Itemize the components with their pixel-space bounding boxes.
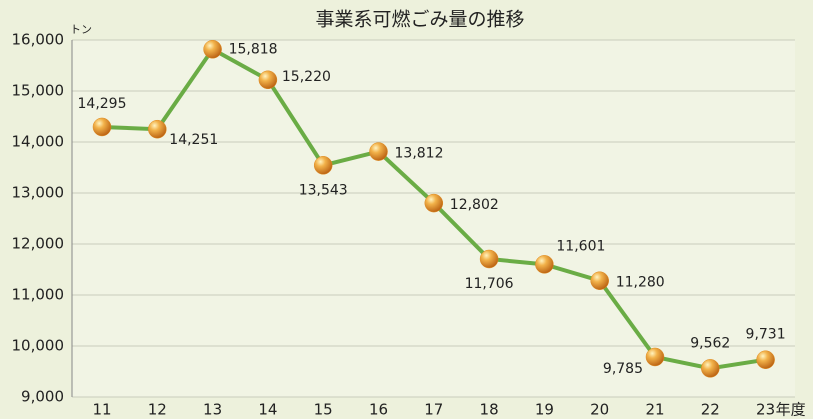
marker [148,120,166,138]
marker [646,348,664,366]
marker [535,255,553,273]
x-tick-label: 18 [480,401,499,419]
y-tick-label: 10,000 [12,337,65,355]
x-tick-label: 21 [645,401,664,419]
y-tick-label: 11,000 [12,286,65,304]
marker [93,118,111,136]
y-tick-label: 16,000 [12,31,65,49]
marker [425,194,443,212]
value-label: 15,220 [282,69,331,85]
x-tick-label: 11 [92,401,111,419]
y-tick-label: 15,000 [12,82,65,100]
marker [591,272,609,290]
y-unit: トン [70,23,92,36]
y-tick-label: 12,000 [12,235,65,253]
value-label: 14,295 [78,96,127,112]
x-tick-label: 16 [369,401,388,419]
marker [370,143,388,161]
marker [314,156,332,174]
x-tick-label: 22 [701,401,720,419]
value-label: 13,543 [299,182,348,198]
value-label: 11,280 [616,275,665,291]
marker [259,71,277,89]
value-label: 15,818 [229,41,278,57]
x-tick-label: 14 [258,401,277,419]
marker [480,250,498,268]
x-tick-label: 17 [424,401,443,419]
value-label: 9,562 [690,335,730,351]
x-tick-label: 12 [148,401,167,419]
value-label: 9,731 [746,327,786,343]
marker [701,359,719,377]
x-unit: 年度 [776,401,806,419]
x-tick-label: 20 [590,401,609,419]
value-label: 11,706 [465,276,514,292]
y-tick-label: 9,000 [21,388,64,406]
marker [757,351,775,369]
x-tick-label: 23 [756,401,775,419]
x-tick-label: 15 [314,401,333,419]
value-label: 12,802 [450,197,499,213]
chart-title: 事業系可燃ごみ量の推移 [315,9,524,31]
x-tick-label: 19 [535,401,554,419]
value-label: 9,785 [603,361,643,377]
x-tick-label: 13 [203,401,222,419]
y-tick-label: 14,000 [12,133,65,151]
value-label: 11,601 [556,238,605,254]
chart: 事業系可燃ごみ量の推移 トン 9,000 10,000 11,000 12,000 13… [0,0,813,419]
marker [204,40,222,58]
value-label: 13,812 [395,146,444,162]
y-tick-label: 13,000 [12,184,65,202]
value-label: 14,251 [169,132,218,148]
